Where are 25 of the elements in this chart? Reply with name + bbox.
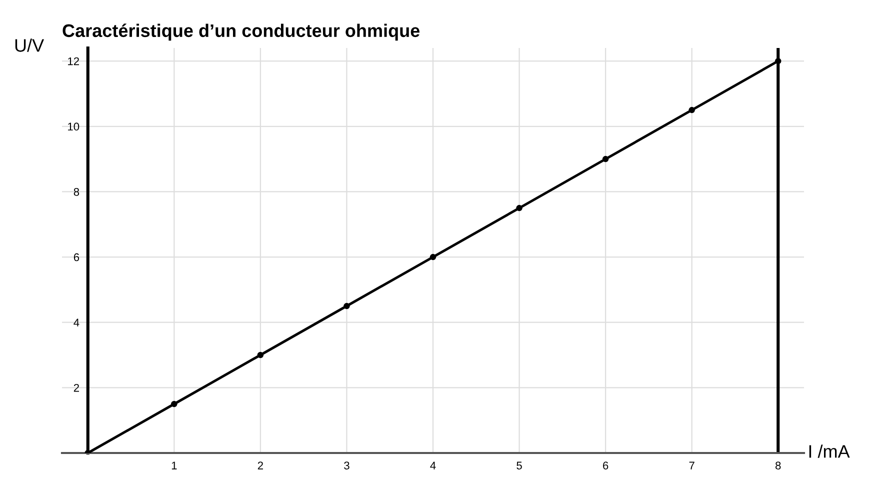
point [257,352,264,358]
point [688,106,695,114]
point [602,156,609,162]
x-tick-label: 1 [172,462,177,470]
x-tick-label: 4 [430,462,436,470]
y-tick-label: 4 [74,318,80,326]
point [516,204,522,212]
x-tick-label: 5 [516,462,522,470]
y-tick-label: 8 [74,188,80,196]
x-tick-label: 3 [344,462,350,470]
y-tick-label: 2 [74,384,79,392]
x-tick-label: 7 [689,462,694,470]
x-tick-label: 2 [258,462,263,470]
y-tick-label: 10 [68,122,80,131]
y-tick-label: 6 [74,253,80,262]
y-tick-label: 12 [68,57,79,66]
x-tick-label: 8 [776,462,781,470]
point [430,254,436,260]
x-axis-title: I /mA [809,444,850,458]
chart-title: Caractéristique d’un conducteur ohmique [62,24,420,41]
x-tick-label: 6 [603,462,608,470]
point [344,302,350,310]
y-axis-title: U/V [15,38,44,52]
point [171,400,178,408]
point [774,58,782,64]
